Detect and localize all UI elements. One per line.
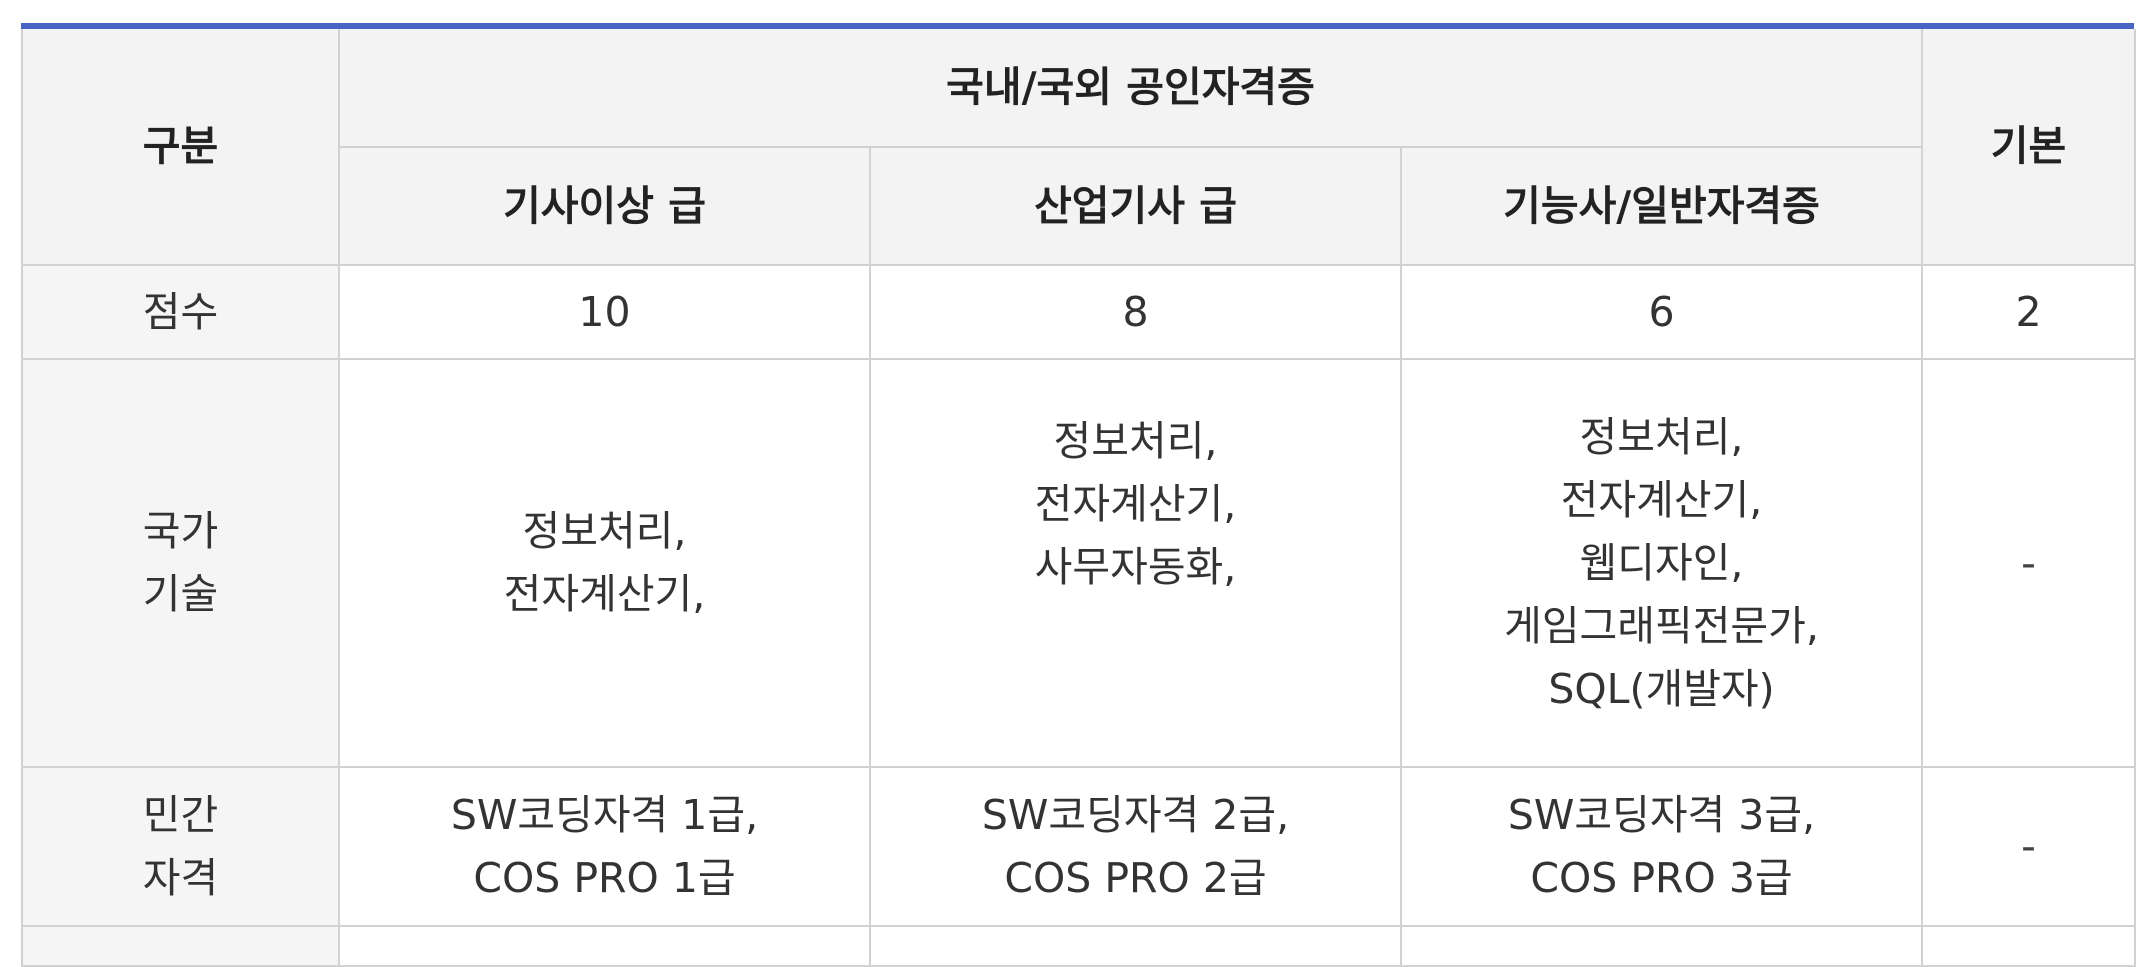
cert-item: COS PRO 3급 (1530, 853, 1793, 902)
table-row-private: 민간 자격 SW코딩자격 1급, COS PRO 1급 SW코딩자격 2급, C… (21, 766, 2136, 927)
row-label-national: 국가 기술 (21, 358, 340, 768)
header-col-craftsman: 기능사/일반자격증 (1400, 146, 1923, 266)
table-top-rule (21, 23, 2134, 29)
cert-item: 정보처리, (522, 507, 687, 555)
cert-item: 전자계산기, (503, 570, 706, 618)
cert-item: SQL(개발자) (1548, 664, 1775, 713)
row-label-private-line: 자격 (142, 853, 219, 902)
cert-item: 전자계산기, (1034, 480, 1237, 528)
cert-item: 게임그래픽전문가, (1504, 601, 1819, 650)
cert-item: SW코딩자격 1급, (450, 790, 759, 839)
table-row-national: 국가 기술 정보처리, 전자계산기, 정보처리, 전자계산기, 사무자동화, 정… (21, 358, 2136, 768)
certificate-score-table: 구분 국내/국외 공인자격증 기본 기사이상 급 산업기사 급 기능사/일반자격… (21, 29, 2136, 967)
private-engineer: SW코딩자격 1급, COS PRO 1급 (338, 766, 871, 927)
header-row-columns: 기사이상 급 산업기사 급 기능사/일반자격증 (22, 146, 2135, 266)
national-basic: - (1921, 358, 2136, 768)
national-craftsman: 정보처리, 전자계산기, 웹디자인, 게임그래픽전문가, SQL(개발자) (1400, 358, 1923, 768)
national-engineer: 정보처리, 전자계산기, (338, 358, 871, 768)
row-label-national-line: 국가 (142, 507, 219, 555)
private-craftsman: SW코딩자격 3급, COS PRO 3급 (1400, 766, 1923, 927)
cert-item: 사무자동화, (1034, 543, 1237, 591)
score-craftsman: 6 (1400, 264, 1923, 360)
header-group-certificates: 국내/국외 공인자격증 (338, 29, 1923, 148)
row-label-private-line: 민간 (142, 790, 219, 839)
row-label-national-line: 기술 (142, 570, 219, 618)
cert-item: COS PRO 2급 (1004, 853, 1267, 902)
header-col-industrial-engineer: 산업기사 급 (869, 146, 1402, 266)
score-basic: 2 (1921, 264, 2136, 360)
cert-item: 정보처리, (1579, 412, 1744, 461)
national-industrial-engineer: 정보처리, 전자계산기, 사무자동화, (869, 358, 1402, 768)
cert-item: SW코딩자격 3급, (1507, 790, 1816, 839)
table-row-truncated (21, 925, 2136, 967)
truncated-cell (1400, 925, 1923, 967)
cert-item: 웹디자인, (1579, 538, 1744, 587)
row-label-score: 점수 (21, 264, 340, 360)
row-label-private: 민간 자격 (21, 766, 340, 927)
header-row-group: 구분 국내/국외 공인자격증 기본 (21, 29, 2136, 266)
cert-item: 정보처리, (1053, 417, 1218, 465)
private-basic: - (1921, 766, 2136, 927)
header-category: 구분 (21, 29, 340, 266)
truncated-cell (338, 925, 871, 967)
truncated-cell (21, 925, 340, 967)
truncated-cell (1921, 925, 2136, 967)
score-industrial-engineer: 8 (869, 264, 1402, 360)
private-industrial-engineer: SW코딩자격 2급, COS PRO 2급 (869, 766, 1402, 927)
cert-item: SW코딩자격 2급, (981, 790, 1290, 839)
table-row-score: 점수 10 8 6 2 (21, 264, 2136, 360)
truncated-cell (869, 925, 1402, 967)
score-engineer: 10 (338, 264, 871, 360)
header-col-engineer: 기사이상 급 (338, 146, 871, 266)
certificate-score-table-container: 구분 국내/국외 공인자격증 기본 기사이상 급 산업기사 급 기능사/일반자격… (21, 23, 2136, 967)
cert-item: COS PRO 1급 (473, 853, 736, 902)
cert-item: 전자계산기, (1560, 475, 1763, 524)
header-basic: 기본 (1921, 29, 2136, 266)
